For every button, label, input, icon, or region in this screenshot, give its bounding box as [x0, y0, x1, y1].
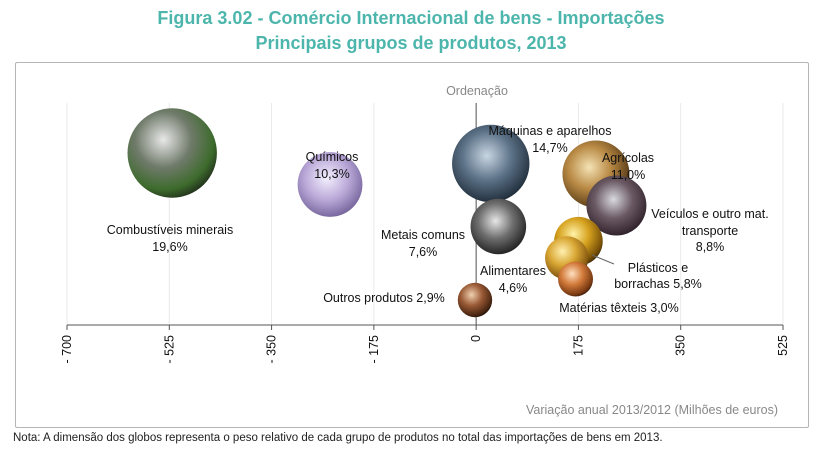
label-maquinas-value: 14,7%	[532, 141, 567, 155]
chart-title-line2: Principais grupos de produtos, 2013	[255, 33, 567, 53]
y-axis-label: Ordenação	[446, 84, 508, 98]
label-metais-name: Metais comuns	[381, 228, 465, 242]
label-veiculos-value: 8,8%	[696, 240, 725, 254]
label-veiculos-line1: Veículos e outro mat.	[651, 207, 768, 221]
bubble-veiculos-transporte	[586, 175, 647, 236]
x-tick-label-5: 175	[571, 335, 585, 356]
bubble-quimicos	[297, 152, 363, 217]
label-quimicos-name: Químicos	[306, 150, 359, 164]
chart-frame	[15, 62, 809, 428]
label-veiculos-line2: transporte	[682, 224, 738, 238]
x-tick-label-2: - 350	[265, 335, 279, 364]
label-alimentares-value: 4,6%	[499, 281, 528, 295]
x-tick-label-1: - 525	[162, 335, 176, 364]
bubble-combustiveis-minerais	[127, 108, 217, 198]
x-tick-label-3: - 175	[367, 335, 381, 364]
bubble-metais-comuns	[470, 198, 527, 255]
x-tick-label-6: 350	[674, 335, 688, 356]
x-tick-label-4: 0	[469, 335, 483, 342]
x-tick-label-7: 525	[776, 335, 790, 356]
bubbles-group	[127, 108, 647, 318]
label-combustiveis-name: Combustíveis minerais	[107, 223, 233, 237]
label-metais-value: 7,6%	[409, 245, 438, 259]
chart-title-line1: Figura 3.02 - Comércio Internacional de …	[157, 8, 665, 28]
label-alimentares-name: Alimentares	[480, 264, 546, 278]
label-combustiveis-value: 19,6%	[152, 240, 187, 254]
label-outros: Outros produtos 2,9%	[323, 291, 445, 305]
chart-footnote: Nota: A dimensão dos globos representa o…	[13, 432, 663, 444]
plasticos-leader-line	[591, 254, 615, 265]
x-axis-label: Variação anual 2013/2012 (Milhões de eur…	[526, 403, 778, 417]
label-quimicos-value: 10,3%	[314, 167, 349, 181]
label-maquinas-name: Máquinas e aparelhos	[489, 124, 612, 138]
label-agricolas-name: Agrícolas	[602, 151, 654, 165]
label-agricolas-value: 11,0%	[611, 168, 646, 182]
label-texteis: Matérias têxteis 3,0%	[559, 301, 679, 315]
bubble-materias-texteis	[558, 261, 594, 297]
x-tick-label-0: - 700	[60, 335, 74, 364]
label-plasticos-line2: borrachas 5,8%	[614, 277, 702, 291]
x-axis-ticks: - 700 - 525 - 350 - 175 0 175 350 525	[60, 325, 790, 364]
label-plasticos-line1: Plásticos e	[628, 261, 688, 275]
bubble-outros-produtos	[457, 282, 493, 318]
bubble-maquinas-e-aparelhos	[452, 124, 530, 203]
